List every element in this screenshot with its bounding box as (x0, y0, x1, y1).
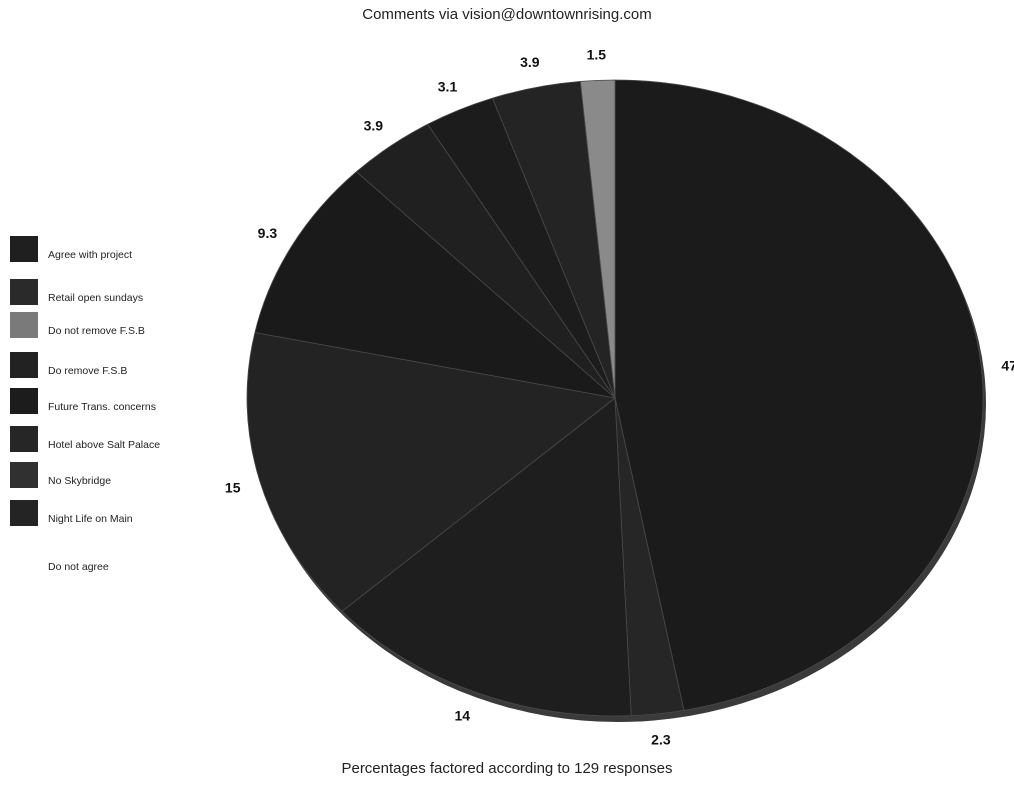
legend-label: Retail open sundays (48, 292, 144, 304)
legend-item: No Skybridge (10, 462, 200, 490)
legend-swatch (10, 279, 38, 305)
legend-label: Future Trans. concerns (48, 401, 156, 413)
legend-item: Agree with project (10, 236, 200, 264)
pie-slices (246, 79, 986, 722)
legend-label: Night Life on Main (48, 513, 133, 525)
legend-item: Future Trans. concerns (10, 388, 200, 416)
legend-swatch (10, 388, 38, 414)
pie-slice-label-4: 9.3 (258, 225, 278, 241)
legend-swatch (10, 236, 38, 262)
legend-label: Do not agree (48, 561, 109, 573)
chart-footnote: Percentages factored according to 129 re… (341, 760, 673, 777)
legend-swatch (10, 500, 38, 526)
pie-slice-8 (579, 79, 616, 399)
pie-slice-label-1: 2.3 (651, 732, 671, 748)
legend-label: Do remove F.S.B (48, 365, 128, 377)
legend-item: Do remove F.S.B (10, 352, 200, 380)
legend-swatch (10, 352, 38, 378)
legend-swatch (10, 426, 38, 452)
pie-slice-labels: 47 2.3 14 15 9.3 3.9 3.1 3.9 1.5 (225, 46, 1014, 747)
pie-slice-3 (246, 332, 616, 612)
chart-title: Comments via vision@downtownrising.com (362, 6, 652, 23)
legend-swatch (10, 312, 38, 338)
pie-slice-label-3: 15 (225, 480, 241, 496)
legend-item: Retail open sundays (10, 279, 200, 307)
pie-slice-4 (254, 171, 617, 399)
pie-slice-label-7: 3.9 (520, 54, 540, 70)
legend-item: Do not remove F.S.B (10, 312, 200, 340)
pie-slice-label-8: 1.5 (587, 46, 607, 62)
legend-swatch (10, 462, 38, 488)
legend-label: Hotel above Salt Palace (48, 439, 161, 451)
legend-item: Do not agree (10, 548, 200, 576)
legend-label: Agree with project (48, 249, 133, 261)
pie-slice-0 (614, 79, 984, 711)
legend-label: Do not remove F.S.B (48, 325, 145, 337)
pie-slice-label-2: 14 (455, 707, 471, 723)
legend-item: Hotel above Salt Palace (10, 426, 200, 454)
pie-slice-2 (341, 397, 632, 717)
pie-slice-label-6: 3.1 (438, 78, 458, 94)
legend-item: Night Life on Main (10, 500, 200, 528)
pie-slice-label-0: 47 (1001, 358, 1014, 374)
pie-slice-label-5: 3.9 (364, 118, 384, 134)
legend-label: No Skybridge (48, 475, 112, 487)
